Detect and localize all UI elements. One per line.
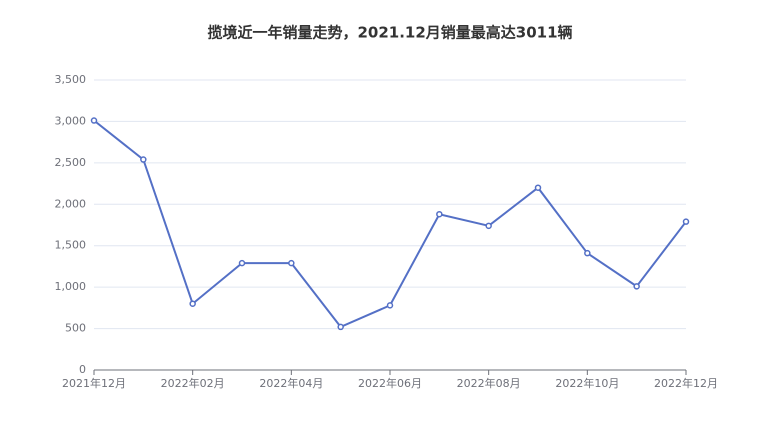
y-tick-label: 1,000 <box>55 280 87 293</box>
x-tick-label: 2022年08月 <box>457 376 521 390</box>
y-tick-label: 2,500 <box>55 156 87 169</box>
x-tick-label: 2022年02月 <box>161 376 225 390</box>
point <box>436 210 443 218</box>
x-tick-label: 2022年10月 <box>555 376 619 390</box>
point <box>633 283 640 290</box>
y-tick-label: 3,500 <box>55 73 87 86</box>
x-tick-label: 2022年04月 <box>259 376 323 390</box>
point <box>386 302 394 309</box>
point <box>238 259 246 267</box>
y-tick-label: 500 <box>65 322 86 335</box>
x-tick-label: 2022年12月 <box>654 376 718 390</box>
point <box>485 222 492 230</box>
point <box>682 218 690 225</box>
y-tick-label: 1,500 <box>55 239 87 252</box>
chart-title: 揽境近一年销量走势，2021.12月销量最高达3011辆 <box>207 24 572 42</box>
point <box>90 117 98 124</box>
point <box>288 259 295 267</box>
point <box>140 156 147 163</box>
point <box>584 249 591 257</box>
point <box>534 184 542 191</box>
point <box>337 323 344 331</box>
y-tick-label: 0 <box>79 363 86 376</box>
x-tick-label: 2021年12月 <box>62 376 126 390</box>
y-tick-label: 2,000 <box>55 197 87 210</box>
y-tick-label: 3,000 <box>55 114 87 127</box>
line <box>93 119 687 329</box>
x-tick-label: 2022年06月 <box>358 376 422 390</box>
point <box>189 300 196 307</box>
